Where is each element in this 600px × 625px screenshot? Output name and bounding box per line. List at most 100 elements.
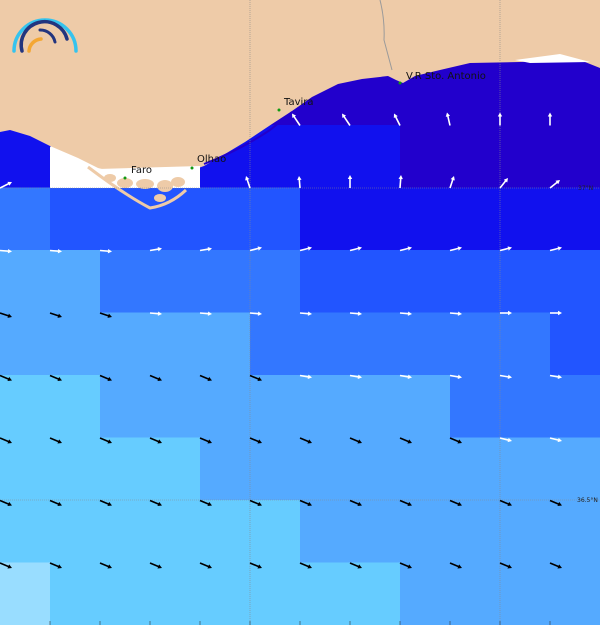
current-arrow <box>199 437 212 444</box>
lat-label-36-5: 36.5°N <box>577 497 598 504</box>
current-arrow <box>549 180 560 189</box>
current-arrow <box>0 312 12 318</box>
value-cell <box>300 500 351 563</box>
river-mouth-strip <box>515 54 590 63</box>
place-markers <box>123 81 402 180</box>
value-cell <box>450 562 501 625</box>
value-cell <box>150 250 201 313</box>
value-cell <box>200 500 251 563</box>
coastal-channel <box>203 111 293 165</box>
value-cell <box>450 437 501 501</box>
current-arrow <box>349 499 362 506</box>
current-arrow <box>49 499 62 506</box>
current-arrow <box>99 374 112 381</box>
current-arrow <box>49 248 62 254</box>
current-arrow <box>49 312 62 318</box>
value-cell <box>450 187 501 251</box>
lagoon-islands <box>104 174 185 202</box>
current-arrow <box>549 562 562 569</box>
value-cell <box>450 62 501 126</box>
current-arrows <box>0 112 562 569</box>
current-arrow <box>349 562 362 569</box>
value-cell <box>200 250 251 313</box>
current-arrow <box>0 437 12 444</box>
place-label-olhao: Olhao <box>197 154 226 165</box>
value-cell <box>150 562 201 625</box>
value-cell <box>550 62 600 126</box>
value-cell <box>450 312 501 376</box>
current-arrow <box>497 112 503 126</box>
current-arrow <box>449 437 462 444</box>
current-arrow <box>449 176 455 189</box>
current-arrow <box>99 499 112 506</box>
current-arrow <box>249 311 262 316</box>
value-cell <box>100 437 151 501</box>
value-cell <box>100 500 151 563</box>
value-cell <box>500 375 551 438</box>
place-label-vrsa: V.R Sto. Antonio <box>406 71 486 82</box>
current-arrow <box>349 246 362 252</box>
olhao-dot <box>190 166 194 170</box>
current-arrow <box>0 181 12 189</box>
value-cell <box>50 312 101 376</box>
current-arrow <box>499 178 508 189</box>
value-cell <box>400 437 451 501</box>
value-cell <box>0 250 51 313</box>
current-arrow <box>149 374 162 381</box>
current-arrow <box>449 246 462 252</box>
value-cell <box>400 187 451 251</box>
current-arrow <box>149 437 162 444</box>
current-arrow <box>399 246 412 252</box>
value-cell <box>350 125 401 188</box>
value-cell <box>150 437 201 501</box>
current-arrow <box>499 246 512 252</box>
value-cell <box>50 562 101 625</box>
value-cell <box>450 250 501 313</box>
current-arrow <box>149 499 162 506</box>
current-arrow <box>399 374 412 380</box>
value-cell <box>250 187 301 251</box>
value-cell <box>250 125 301 188</box>
land <box>0 0 600 175</box>
value-cell <box>450 375 501 438</box>
current-arrow <box>347 175 353 188</box>
current-arrow <box>399 311 412 316</box>
current-arrow <box>299 437 312 444</box>
value-cell <box>400 375 451 438</box>
current-arrow <box>299 562 312 569</box>
current-arrow <box>0 374 12 381</box>
value-cell <box>100 250 151 313</box>
current-arrow <box>299 311 312 316</box>
current-arrow <box>500 310 512 316</box>
value-cell <box>150 312 201 376</box>
current-arrow <box>449 311 462 316</box>
value-cell <box>550 437 600 501</box>
current-arrow <box>245 176 251 189</box>
value-cell <box>0 375 51 438</box>
value-cell <box>200 375 251 438</box>
value-cell <box>100 375 151 438</box>
current-arrow <box>547 112 553 126</box>
value-cell <box>50 187 101 251</box>
current-arrow <box>349 437 362 444</box>
current-arrow <box>149 246 162 252</box>
value-cell <box>0 437 51 501</box>
current-arrow <box>49 437 62 444</box>
place-label-tavira: Tavira <box>283 97 314 108</box>
value-cell <box>550 250 600 313</box>
value-cell <box>0 187 51 251</box>
value-cell <box>350 375 401 438</box>
value-cell <box>350 250 401 313</box>
value-cell <box>350 312 401 376</box>
value-cell <box>150 500 201 563</box>
value-cell <box>200 562 251 625</box>
current-arrow <box>299 374 312 380</box>
value-cell <box>300 375 351 438</box>
value-cell <box>0 500 51 563</box>
value-cell <box>400 250 451 313</box>
value-cell <box>500 562 551 625</box>
value-cell <box>100 562 151 625</box>
value-cell <box>500 312 551 376</box>
